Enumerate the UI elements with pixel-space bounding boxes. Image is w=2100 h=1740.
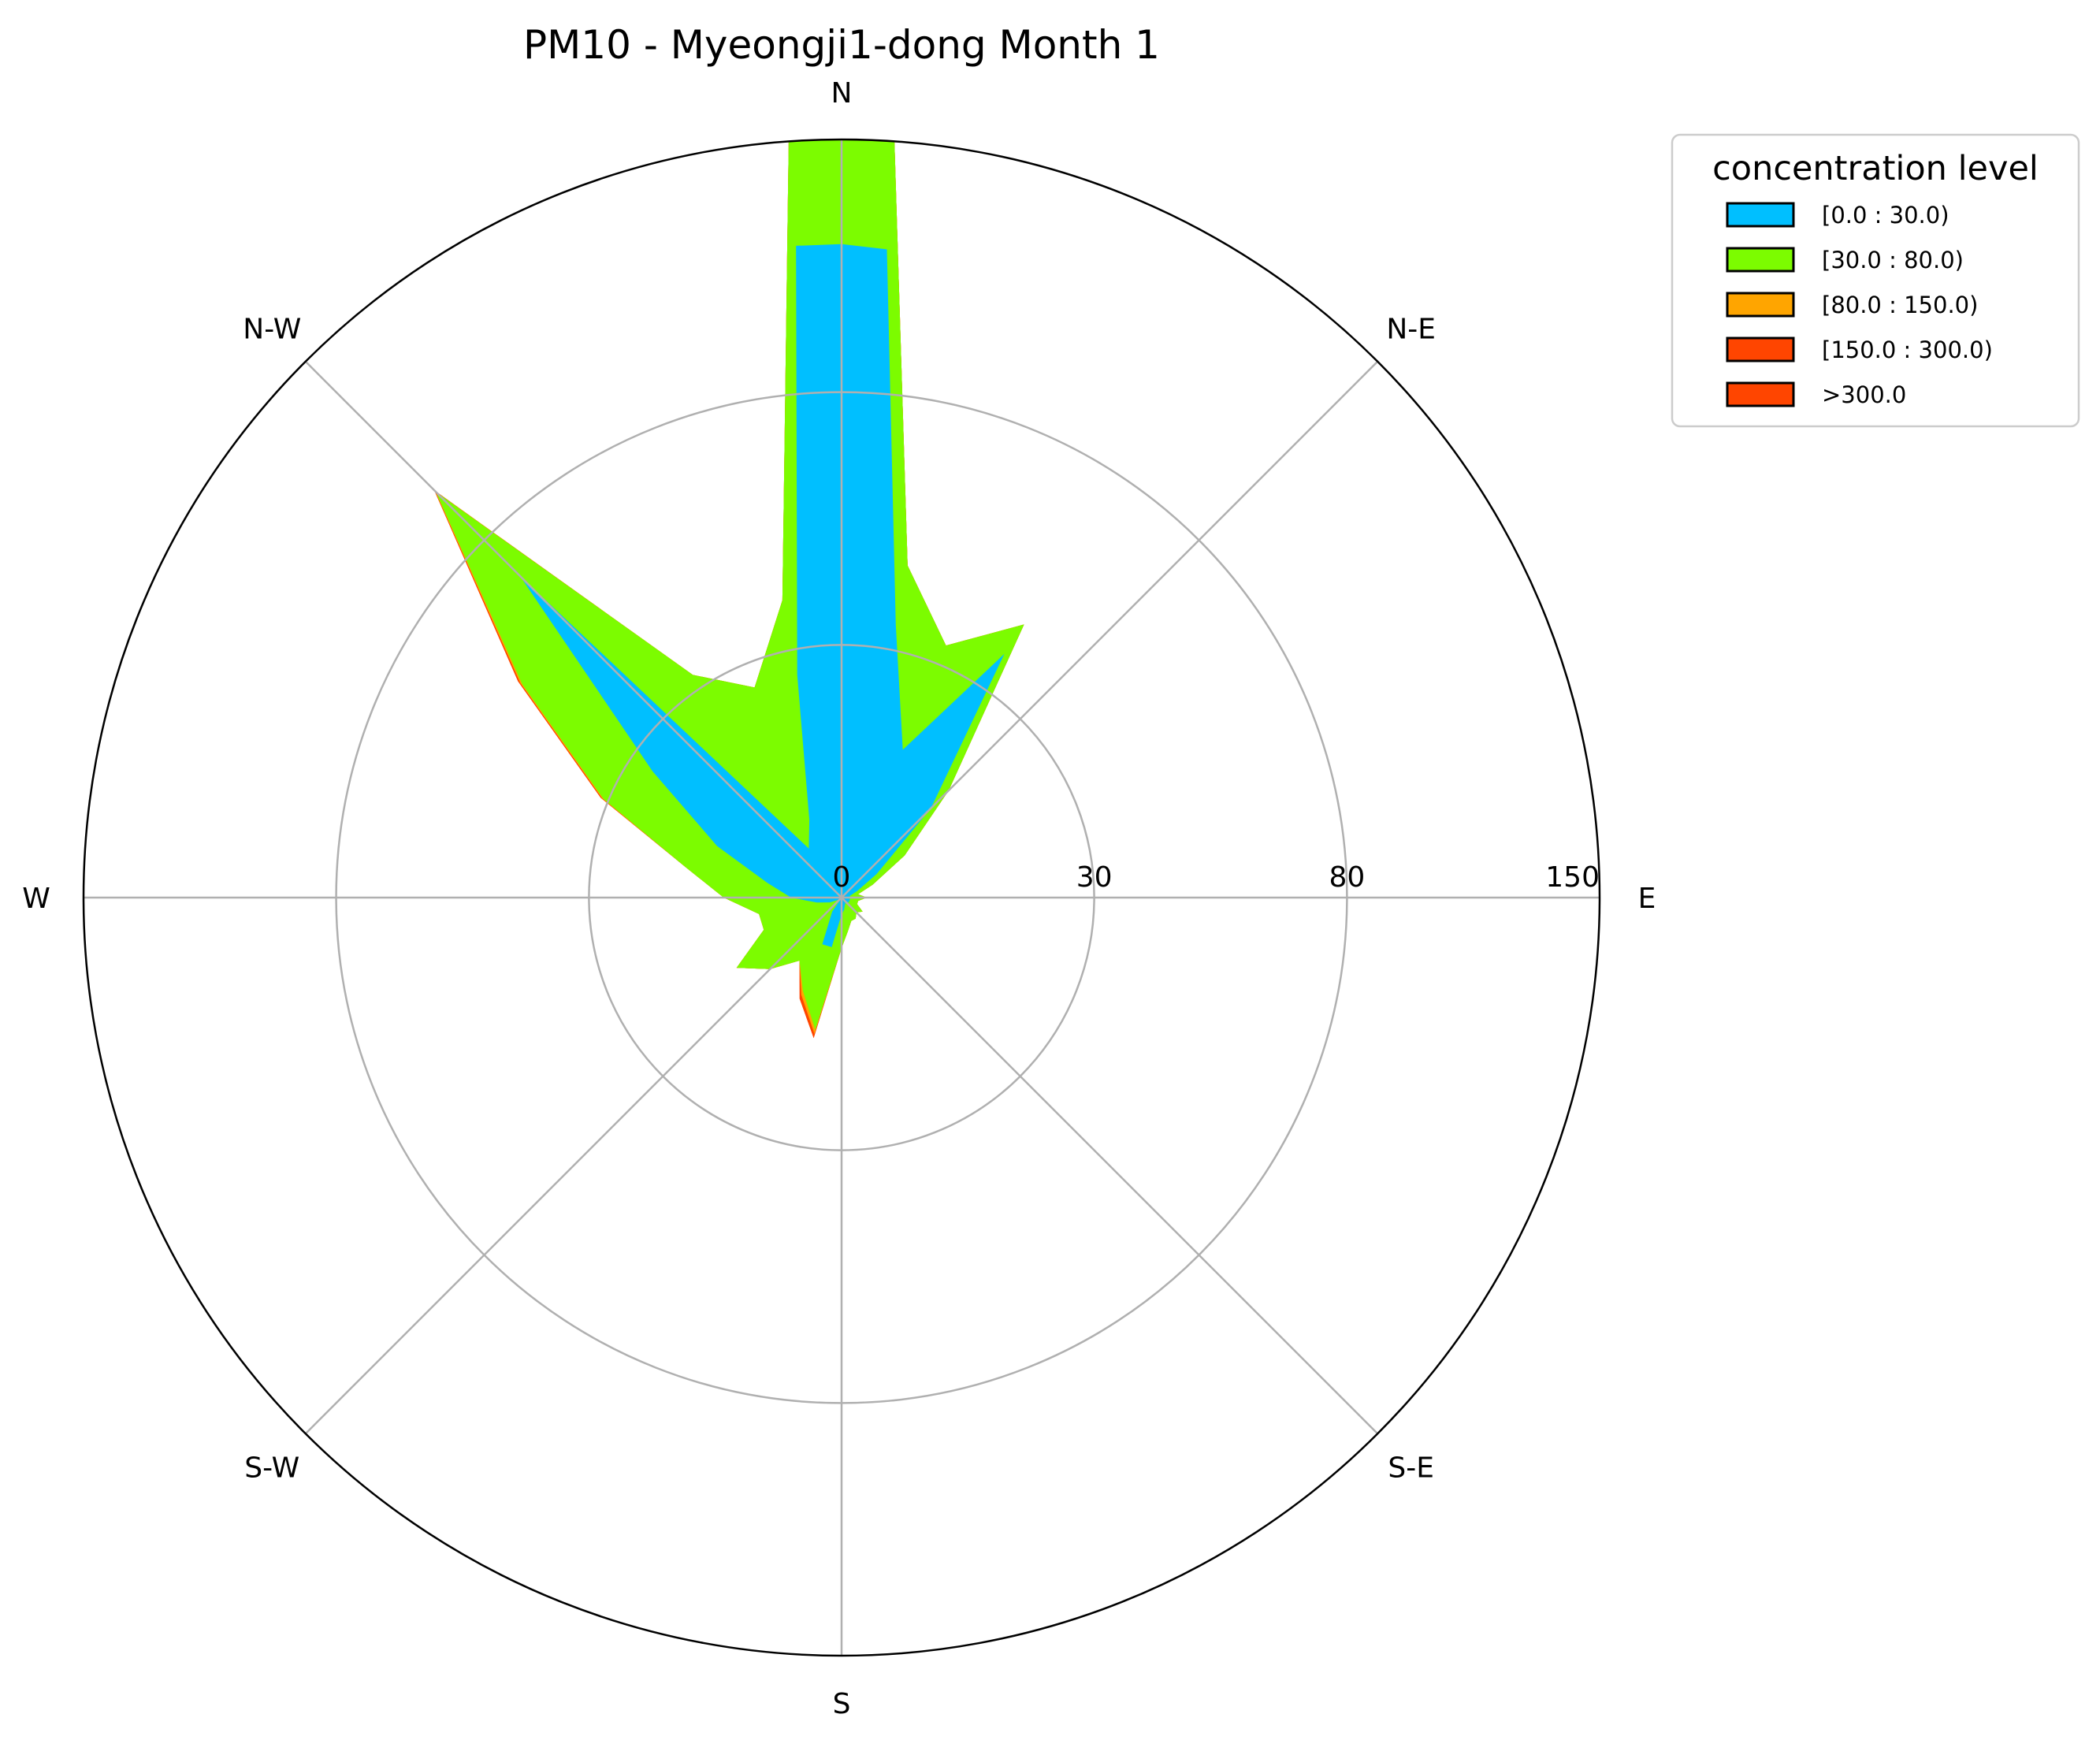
radial-tick-label-150: 150 bbox=[1545, 861, 1600, 894]
spoke-S-E bbox=[841, 897, 1379, 1435]
radial-tick-label-80: 80 bbox=[1329, 861, 1365, 894]
legend-label-2: [80.0 : 150.0) bbox=[1822, 292, 1978, 318]
spoke-N-E bbox=[841, 360, 1379, 898]
polar-frame bbox=[82, 138, 1601, 1657]
legend-label-1: [30.0 : 80.0) bbox=[1822, 247, 1964, 273]
direction-label-S-W: S-W bbox=[244, 1452, 299, 1485]
legend-swatch-1 bbox=[1726, 247, 1795, 273]
grid-ring-30 bbox=[588, 644, 1095, 1151]
series-area-0 bbox=[519, 244, 1005, 947]
legend-title: concentration level bbox=[1712, 149, 2039, 188]
legend-swatch-3 bbox=[1726, 336, 1795, 362]
direction-label-S: S bbox=[833, 1688, 851, 1720]
legend-items: [0.0 : 30.0) [30.0 : 80.0) [80.0 : 150.0) [… bbox=[1726, 202, 1993, 408]
direction-label-S-E: S-E bbox=[1388, 1452, 1434, 1485]
legend-swatch-4 bbox=[1726, 381, 1795, 407]
grid-layer bbox=[84, 139, 1600, 1656]
label-layer: E N-E N N-W W S-W S S-E 0 30 80 150 bbox=[22, 77, 1656, 1720]
legend-swatch-2 bbox=[1726, 292, 1795, 318]
spoke-N-W bbox=[304, 360, 842, 898]
legend-label-4: >300.0 bbox=[1822, 381, 1906, 408]
direction-label-E: E bbox=[1638, 883, 1656, 915]
radial-tick-label-0: 0 bbox=[833, 861, 851, 894]
radial-tick-label-30: 30 bbox=[1076, 861, 1113, 894]
series-area-1 bbox=[435, 139, 1024, 1030]
spoke-S-W bbox=[304, 897, 842, 1435]
legend-swatch-0 bbox=[1726, 202, 1795, 228]
direction-label-N-E: N-E bbox=[1386, 313, 1436, 345]
legend-label-3: [150.0 : 300.0) bbox=[1822, 336, 1993, 363]
grid-ring-80 bbox=[335, 391, 1348, 1404]
legend: concentration level [0.0 : 30.0) [30.0 : … bbox=[1671, 133, 2080, 428]
series-layer bbox=[434, 139, 1024, 1039]
direction-label-W: W bbox=[22, 883, 50, 915]
chart-title: PM10 - Myeongji1-dong Month 1 bbox=[523, 22, 1160, 68]
direction-label-N-W: N-W bbox=[243, 313, 301, 345]
legend-label-0: [0.0 : 30.0) bbox=[1822, 202, 1949, 229]
direction-label-N: N bbox=[831, 77, 853, 110]
